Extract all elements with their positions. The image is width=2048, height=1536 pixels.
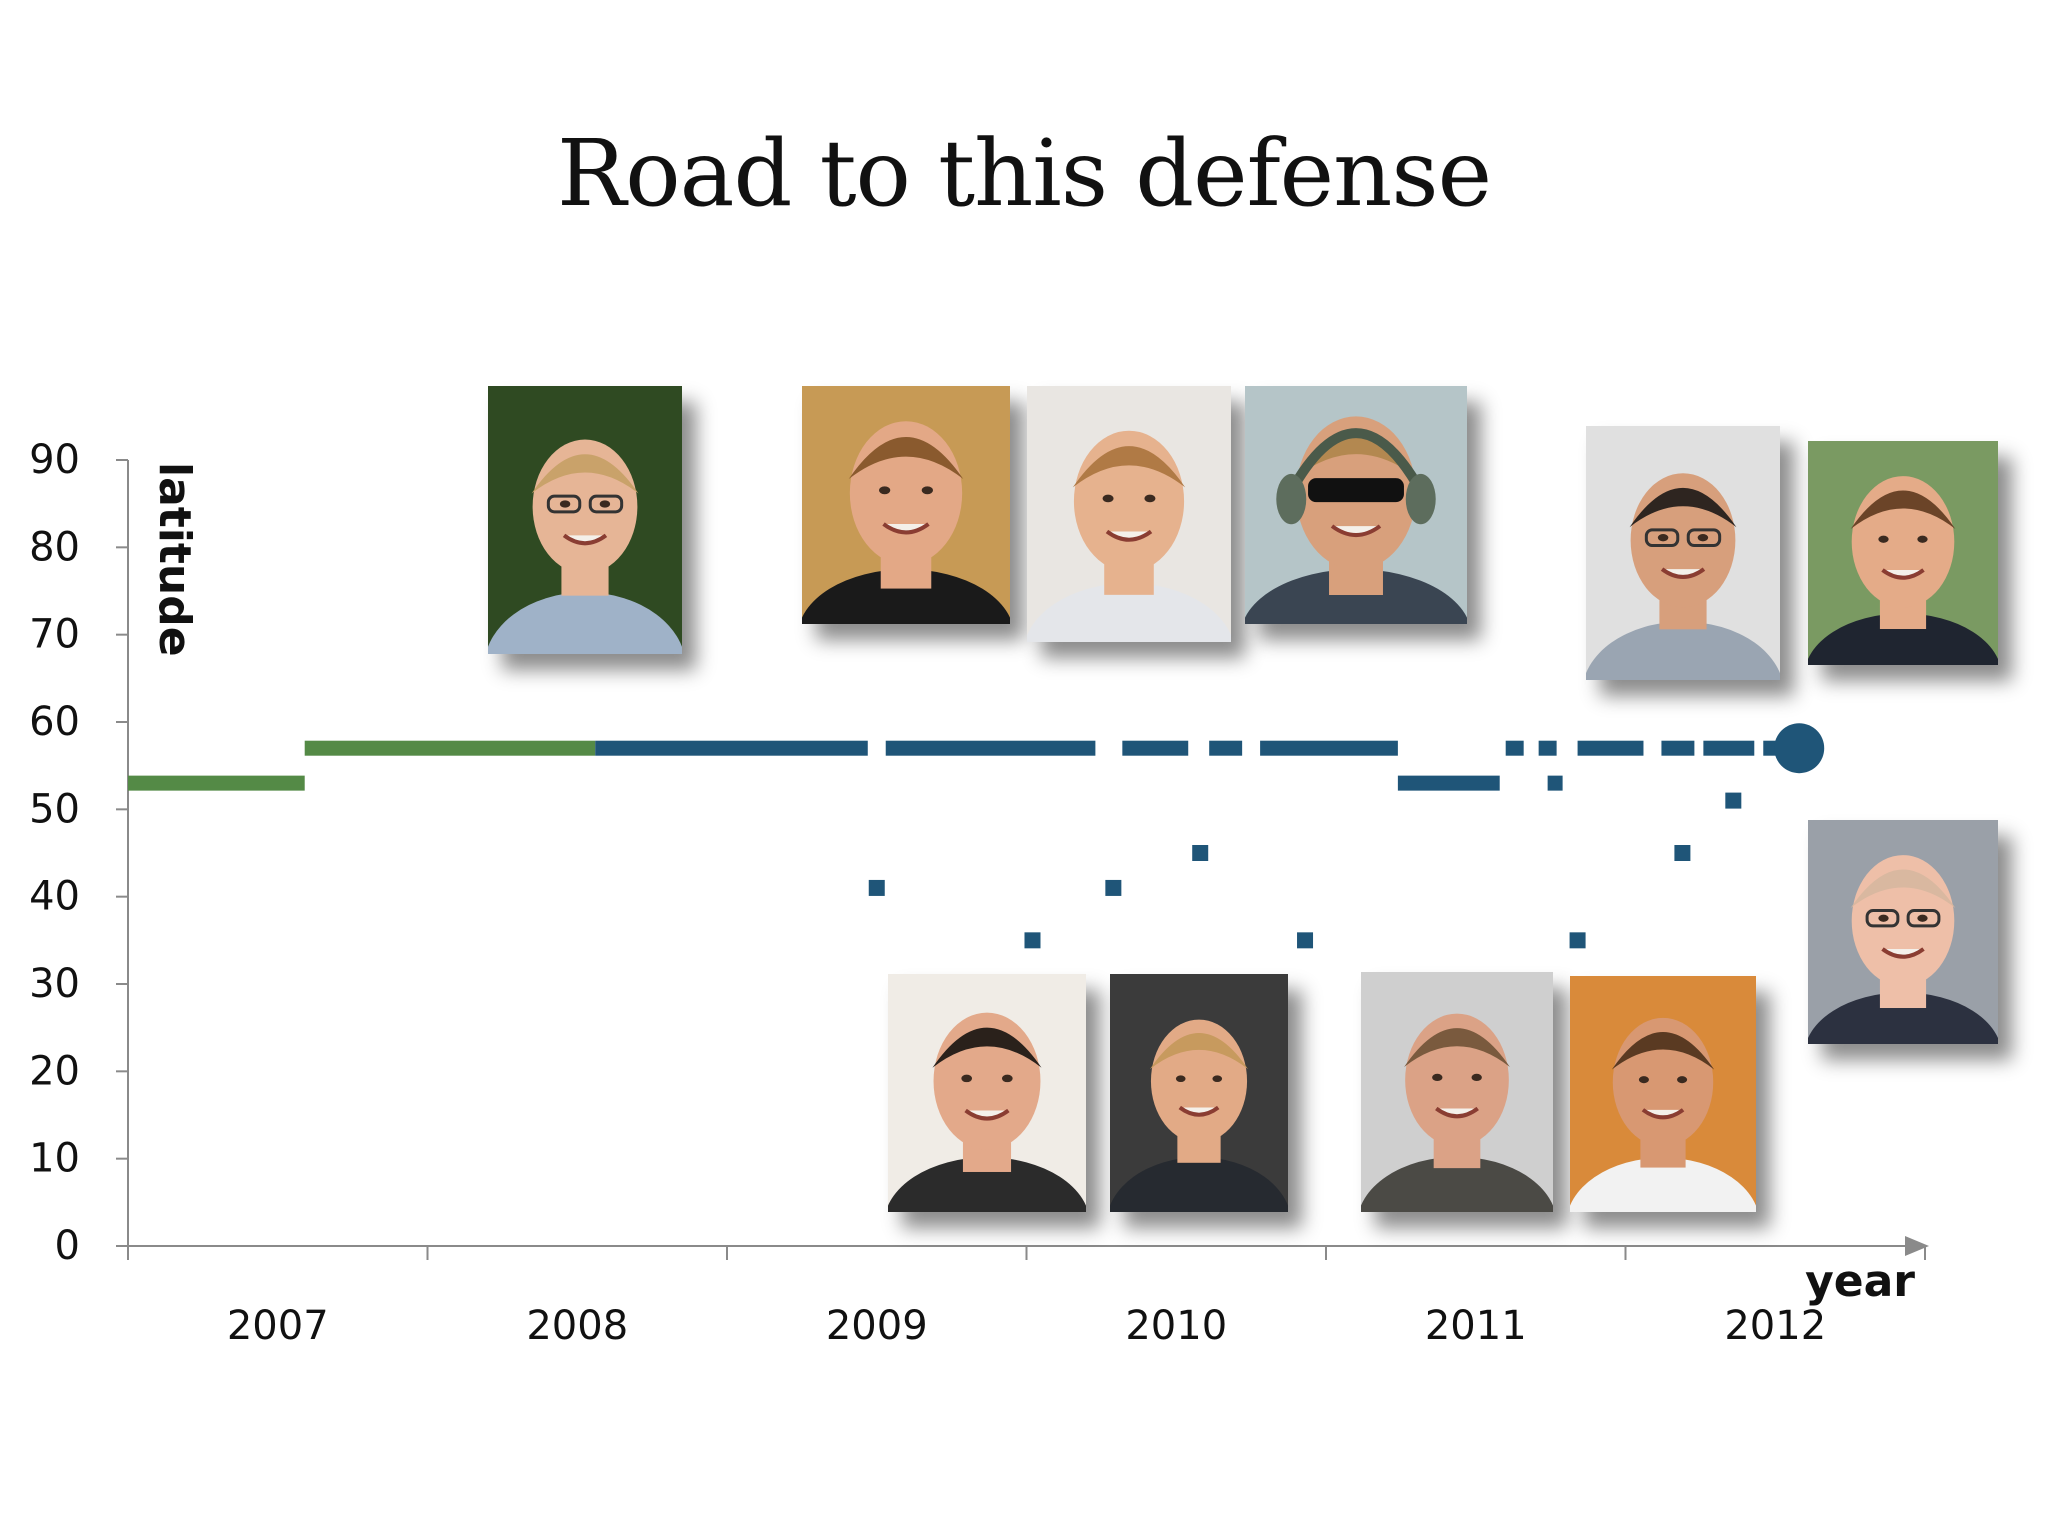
y-tick-label: 40 (29, 874, 80, 920)
y-tick-label: 30 (29, 961, 80, 1007)
photo-person-8 (888, 974, 1086, 1212)
series-2-point (1024, 932, 1041, 949)
photo-person-4 (1245, 386, 1467, 624)
x-axis-title: year (1805, 1256, 1915, 1307)
x-tick-label: 2008 (526, 1303, 628, 1349)
y-tick-label: 60 (29, 699, 80, 745)
x-tick-label: 2007 (227, 1303, 329, 1349)
series-2-segment (885, 740, 1096, 756)
x-tick-label: 2011 (1425, 1303, 1527, 1349)
series-2-point (1569, 932, 1586, 949)
photo-person-10 (1361, 972, 1553, 1212)
series-2-segment (1260, 740, 1398, 756)
series-2-endpoint (1774, 723, 1825, 774)
y-tick-label: 70 (29, 612, 80, 658)
series-1-segment (304, 740, 596, 756)
x-tick-label: 2010 (1125, 1303, 1227, 1349)
series-2-segment (1505, 740, 1524, 756)
series-2-point (868, 879, 885, 896)
y-tick-label: 10 (29, 1136, 80, 1182)
photo-person-3 (1027, 386, 1231, 642)
series-2-point (1105, 879, 1122, 896)
x-tick-label: 2012 (1724, 1303, 1826, 1349)
series-2-segment (1209, 740, 1243, 756)
photo-person-11 (1570, 976, 1756, 1212)
series-2-segment (1547, 775, 1563, 791)
series-2-segment (1661, 740, 1695, 756)
photo-person-5 (1586, 426, 1780, 680)
y-axis-title: latitude (149, 462, 200, 657)
series-2-point (1192, 845, 1209, 861)
series-2-segment (1122, 740, 1189, 756)
y-tick-label: 50 (29, 786, 80, 832)
series-2-segment (595, 740, 868, 756)
y-tick-label: 80 (29, 524, 80, 570)
photo-person-7 (1808, 820, 1998, 1044)
series-1-segment (128, 775, 305, 791)
series-2-segment (1397, 775, 1500, 791)
y-tick-label: 20 (29, 1048, 80, 1094)
y-tick-label: 90 (29, 437, 80, 483)
photo-person-2 (802, 386, 1010, 624)
series-2-segment (1577, 740, 1644, 756)
photo-person-1 (488, 386, 682, 654)
series-2-point (1297, 932, 1314, 949)
series-2-segment (1703, 740, 1755, 756)
x-tick-label: 2009 (826, 1303, 928, 1349)
photo-person-9 (1110, 974, 1288, 1212)
series-2-point (1725, 792, 1742, 809)
series-2-segment (1538, 740, 1557, 756)
slide-title: Road to this defense (556, 120, 1492, 227)
y-tick-label: 0 (55, 1223, 80, 1269)
photo-person-6 (1808, 441, 1998, 665)
series-2-point (1674, 845, 1691, 861)
